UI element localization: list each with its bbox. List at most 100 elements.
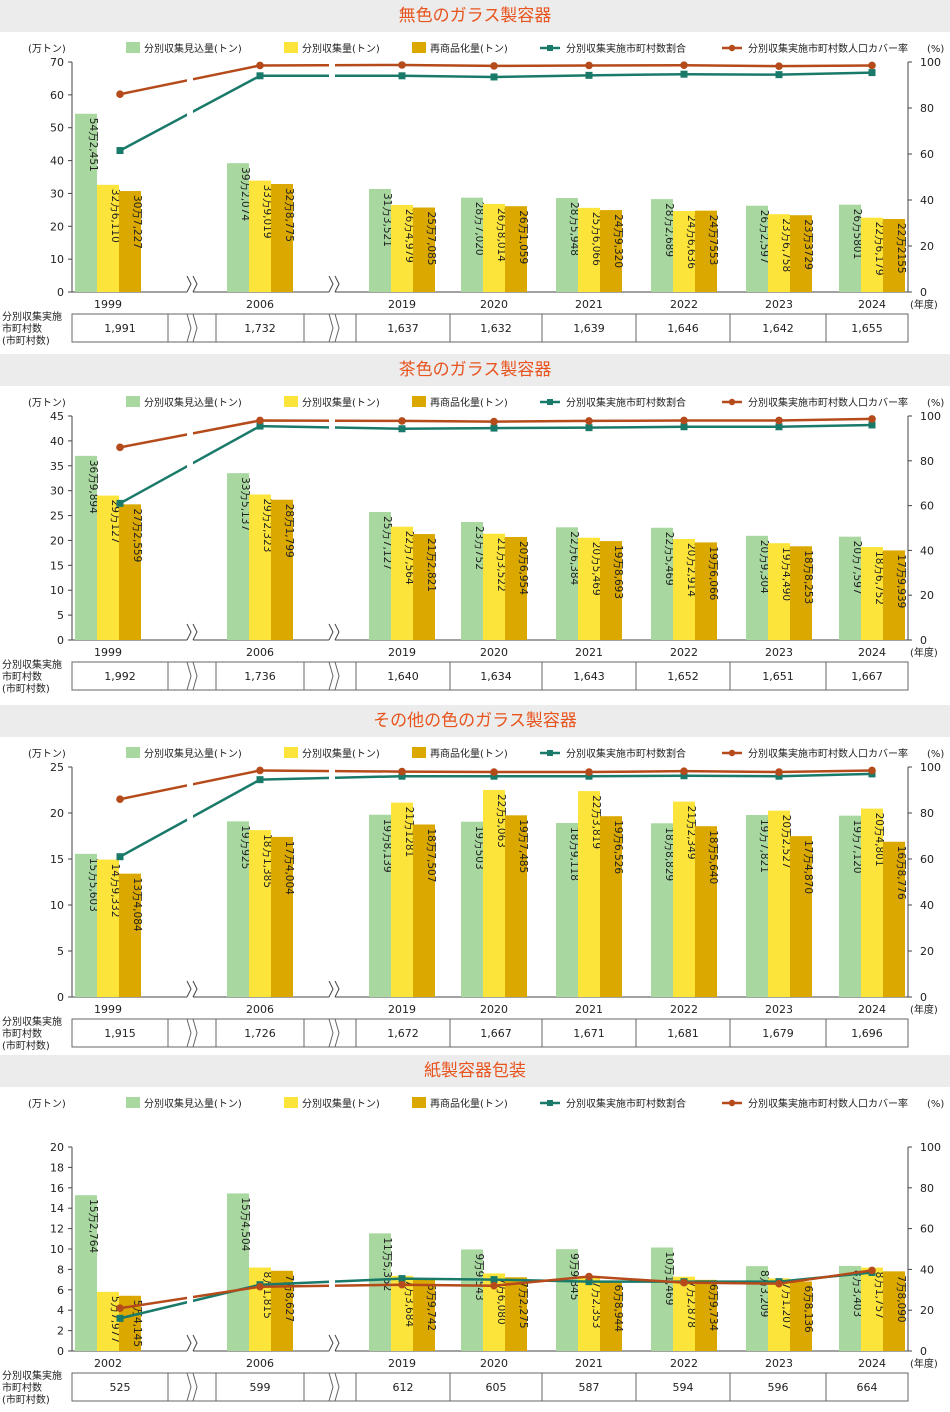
legend-swatch — [284, 396, 298, 407]
y-tick-label: 10 — [50, 253, 64, 266]
axis-break-gap — [187, 54, 193, 294]
bar — [651, 199, 673, 292]
y-tick-label: 10 — [50, 899, 64, 912]
row-label: 市町村数 — [2, 1027, 42, 1040]
bar — [861, 547, 883, 640]
axis-break-gap — [187, 759, 193, 999]
line-point — [116, 1304, 124, 1312]
legend-swatch — [284, 747, 298, 758]
bar — [768, 810, 790, 997]
line-point — [256, 416, 264, 425]
legend-swatch — [284, 1097, 298, 1108]
bar — [883, 219, 905, 292]
line-point — [775, 62, 783, 70]
bar-value-label: 33万9,019 — [261, 185, 273, 239]
bar — [839, 536, 861, 640]
axis-break-gap — [329, 759, 335, 999]
bar — [746, 815, 768, 997]
bar-value-label: 15万4,504 — [239, 1197, 251, 1251]
bar — [483, 203, 505, 292]
legend-swatch — [126, 42, 140, 53]
municipality-count: 1,667 — [851, 670, 883, 683]
legend-label: 分別収集見込量(トン) — [144, 747, 242, 760]
legend: 分別収集見込量(トン) 分別収集量(トン) 再商品化量(トン) 分別収集実施市町村数割… — [126, 1097, 908, 1110]
y2-tick-label: 60 — [920, 500, 934, 513]
bar — [883, 841, 905, 997]
y-tick-label: 60 — [50, 89, 64, 102]
bar-value-label: 7万2,878 — [685, 1281, 697, 1328]
x-tick-label: 2019 — [388, 646, 416, 659]
bar-value-label: 18万8,829 — [663, 827, 675, 881]
line-point — [256, 776, 264, 784]
bar — [97, 495, 119, 640]
legend-label: 再商品化量(トン) — [430, 396, 508, 409]
x-tick-label: 2020 — [480, 1357, 508, 1370]
municipality-count: 1,643 — [573, 670, 605, 683]
bar-value-label: 17万4,870 — [802, 840, 814, 894]
y-tick-label: 4 — [57, 1304, 64, 1317]
x-tick-label: 2022 — [670, 646, 698, 659]
legend-swatch — [412, 747, 426, 758]
legend: 分別収集見込量(トン) 分別収集量(トン) 再商品化量(トン) 分別収集実施市町村数割… — [126, 396, 908, 409]
line-point — [490, 768, 498, 776]
legend-label: 分別収集見込量(トン) — [144, 42, 242, 55]
municipality-count: 1,646 — [667, 322, 699, 335]
chart-svg: 分別収集見込量(トン) 分別収集量(トン) 再商品化量(トン) 分別収集実施市町村数割… — [2, 1097, 944, 1406]
line-point — [868, 421, 876, 429]
bar-value-label: 22万7,564 — [403, 531, 415, 585]
bar — [483, 533, 505, 640]
y-tick-label: 8 — [57, 1263, 64, 1276]
bar-value-label: 28万2,689 — [663, 203, 675, 257]
municipality-count: 664 — [857, 1381, 878, 1394]
bar — [790, 546, 812, 640]
bar — [673, 538, 695, 640]
bar-value-label: 28万1,799 — [283, 504, 295, 558]
municipality-count: 605 — [486, 1381, 507, 1394]
line-point — [398, 425, 406, 433]
bar-value-label: 19万7,485 — [517, 819, 529, 873]
municipality-table — [71, 661, 909, 691]
bar — [413, 534, 435, 640]
line-point — [775, 71, 783, 79]
legend-swatch — [284, 42, 298, 53]
row-label: (市町村数) — [2, 1039, 50, 1052]
line-point — [868, 415, 876, 423]
bar — [839, 815, 861, 997]
axis-break-mark — [186, 623, 192, 641]
axis-break-mark — [328, 1372, 334, 1402]
line-point — [585, 71, 593, 79]
bar-value-label: 25万7,085 — [425, 212, 437, 266]
bar-value-label: 19万8,139 — [381, 819, 393, 873]
bar-value-label: 18万1,385 — [261, 834, 273, 888]
axis-break-mark — [192, 275, 198, 293]
bar — [600, 1280, 622, 1351]
bar — [695, 542, 717, 640]
bar-value-label: 17万9,939 — [895, 554, 907, 608]
chart-panel: その他の色のガラス製容器 分別収集見込量(トン) 分別収集量(トン) 再商品化量(トン… — [0, 705, 950, 1055]
bar-value-label: 22万5,469 — [663, 532, 675, 586]
y-axis-label: (万トン) — [28, 398, 66, 409]
bar — [768, 543, 790, 640]
bar — [97, 184, 119, 292]
bar-value-label: 23万752 — [473, 526, 485, 570]
axis-break-mark — [334, 275, 340, 293]
x-tick-label: 2022 — [670, 298, 698, 311]
y2-tick-label: 20 — [920, 945, 934, 958]
bar-value-label: 11万5,352 — [381, 1237, 393, 1291]
bar — [369, 1233, 391, 1351]
bar-value-label: 19万925 — [239, 825, 251, 869]
legend-marker — [728, 1099, 736, 1107]
y-tick-label: 40 — [50, 155, 64, 168]
axis-break-mark — [328, 623, 334, 641]
line-point — [680, 70, 688, 78]
y-tick-label: 35 — [50, 460, 64, 473]
axis-break-mark — [328, 980, 334, 998]
bar — [651, 527, 673, 640]
y-tick-label: 12 — [50, 1223, 64, 1236]
x-tick-label: 2022 — [670, 1357, 698, 1370]
axis-break-mark — [192, 1018, 198, 1048]
line-series — [119, 63, 873, 96]
x-tick-label: 2023 — [765, 1003, 793, 1016]
bar-value-label: 6万8,136 — [802, 1286, 814, 1334]
bar — [578, 537, 600, 640]
